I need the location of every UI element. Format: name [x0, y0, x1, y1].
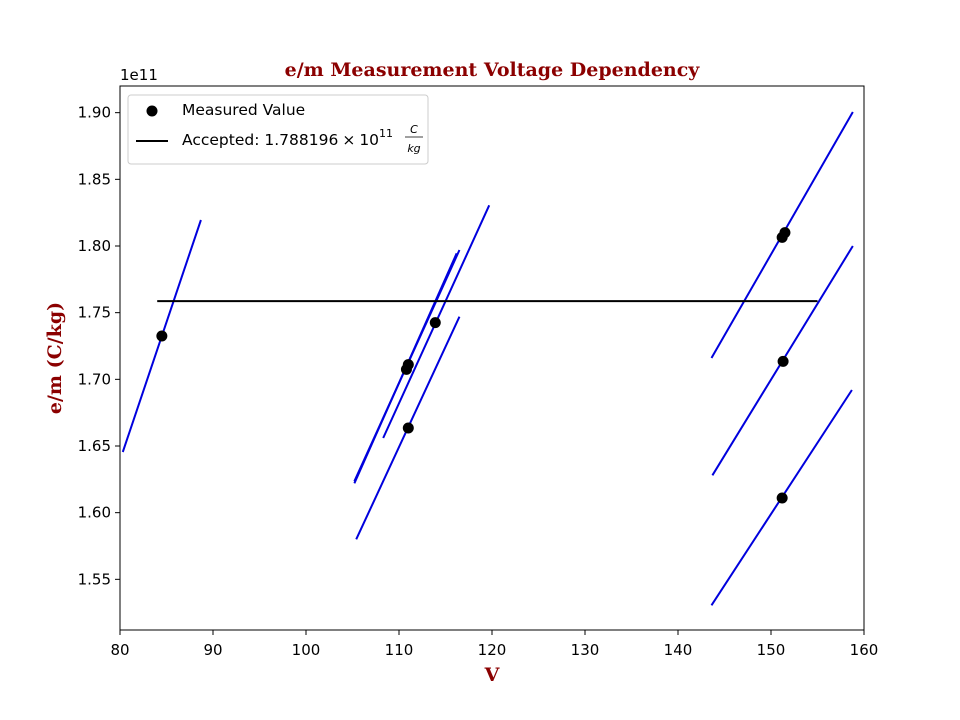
y-offset-label: 1e11 [120, 66, 158, 84]
x-axis-label: V [484, 664, 501, 686]
x-tick-label: 90 [203, 641, 222, 659]
y-tick-label: 1.70 [78, 370, 111, 388]
legend-times-sign: × [342, 131, 355, 149]
y-tick-label: 1.75 [78, 304, 111, 322]
y-axis: 1.55 1.60 1.65 1.70 1.75 1.80 1.85 1.90 [78, 104, 120, 588]
plot-area [121, 111, 854, 606]
x-tick-label: 160 [850, 641, 879, 659]
legend-units-denominator: kg [407, 142, 420, 155]
x-tick-label: 110 [385, 641, 414, 659]
x-tick-label: 140 [664, 641, 693, 659]
y-tick-label: 1.55 [78, 570, 111, 588]
y-tick-label: 1.65 [78, 437, 111, 455]
legend-units-fraction: C kg [405, 123, 423, 155]
x-tick-label: 130 [571, 641, 600, 659]
x-axis: 80 90 100 110 120 130 140 150 160 [110, 630, 878, 659]
y-tick-label: 1.80 [78, 237, 111, 255]
legend-units-numerator: C [410, 123, 418, 136]
data-point-2 [402, 359, 414, 371]
x-tick-label: 100 [292, 641, 321, 659]
data-point-4 [429, 317, 441, 329]
data-point-3 [402, 422, 414, 434]
x-tick-label: 80 [110, 641, 129, 659]
legend: Measured Value Accepted: 1.788196 × 1011 C… [127, 94, 429, 165]
axes-frame [119, 85, 865, 631]
y-tick-label: 1.85 [78, 170, 111, 188]
legend-label-accepted-value: Accepted: 1.788196 [182, 131, 338, 149]
x-tick-label: 120 [478, 641, 507, 659]
data-point-0 [156, 330, 168, 342]
y-tick-label: 1.90 [78, 104, 111, 122]
y-axis-label: e/m (C/kg) [44, 302, 66, 414]
data-point-6 [779, 227, 791, 239]
legend-marker-measured [146, 105, 158, 117]
legend-base: 10 [359, 131, 379, 149]
data-point-7 [777, 355, 789, 367]
data-point-8 [776, 492, 788, 504]
y-tick-label: 1.60 [78, 504, 111, 522]
legend-exponent: 11 [379, 127, 393, 140]
x-tick-label: 150 [757, 641, 786, 659]
chart-title: e/m Measurement Voltage Dependency [285, 59, 701, 81]
legend-box [127, 94, 429, 165]
legend-label-measured: Measured Value [182, 101, 305, 119]
legend-label-accepted: Accepted: 1.788196 × 1011 [182, 127, 393, 149]
